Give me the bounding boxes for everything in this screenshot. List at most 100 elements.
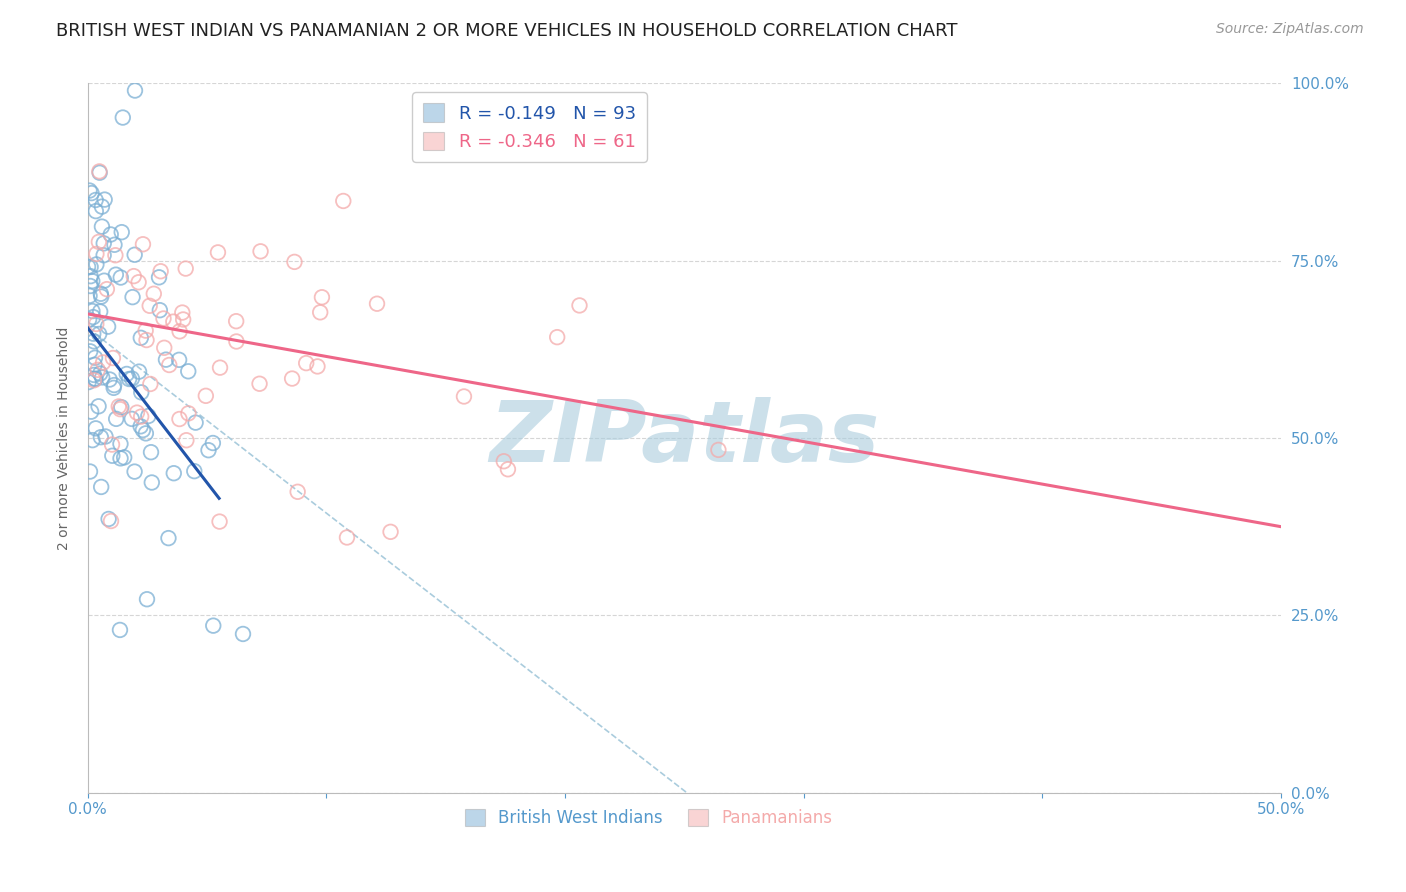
Point [124, 83, 146, 97]
Point [79, 184, 101, 198]
Point [103, 381, 125, 395]
Point [93, 193, 115, 207]
Point [87, 400, 110, 414]
Point [155, 352, 177, 367]
Point [153, 341, 176, 355]
Point [89, 326, 111, 341]
Point [84, 317, 107, 331]
Point [79, 465, 101, 479]
Point [115, 367, 138, 381]
Point [183, 464, 205, 478]
Legend: British West Indians, Panamanians: British West Indians, Panamanians [458, 803, 839, 834]
Point [101, 437, 124, 451]
Point [225, 334, 247, 349]
Point [93, 236, 115, 251]
Point [149, 303, 172, 318]
Point [90, 289, 112, 303]
Point [108, 402, 131, 417]
Point [169, 412, 191, 426]
Point [707, 442, 730, 457]
Point [97, 319, 120, 334]
Point [104, 248, 127, 262]
Point [129, 331, 152, 345]
Point [124, 465, 146, 479]
Point [135, 426, 157, 441]
Point [84, 193, 107, 207]
Point [169, 324, 191, 338]
Point [453, 389, 475, 403]
Point [77, 312, 100, 326]
Point [122, 269, 145, 284]
Point [336, 531, 359, 545]
Point [89, 367, 111, 381]
Point [309, 305, 332, 319]
Point [111, 111, 134, 125]
Point [167, 352, 190, 367]
Point [129, 419, 152, 434]
Point [93, 248, 115, 262]
Text: BRITISH WEST INDIAN VS PANAMANIAN 2 OR MORE VEHICLES IN HOUSEHOLD CORRELATION CH: BRITISH WEST INDIAN VS PANAMANIAN 2 OR M… [56, 22, 957, 40]
Point [98, 372, 121, 386]
Point [97, 512, 120, 526]
Point [152, 311, 174, 326]
Point [281, 371, 304, 385]
Point [111, 225, 134, 239]
Point [177, 406, 200, 420]
Point [80, 186, 103, 200]
Point [163, 467, 186, 481]
Point [110, 270, 132, 285]
Point [93, 274, 115, 288]
Point [84, 351, 107, 365]
Point [568, 298, 591, 312]
Point [86, 257, 108, 271]
Point [148, 270, 170, 285]
Point [172, 305, 194, 319]
Point [82, 433, 104, 447]
Point [225, 314, 247, 328]
Point [380, 524, 402, 539]
Point [89, 166, 111, 180]
Point [100, 514, 122, 528]
Point [101, 351, 124, 365]
Point [90, 430, 112, 444]
Point [125, 406, 148, 420]
Point [283, 255, 305, 269]
Point [86, 363, 108, 377]
Point [110, 400, 132, 414]
Point [84, 372, 107, 386]
Point [90, 480, 112, 494]
Point [546, 330, 568, 344]
Point [132, 423, 155, 437]
Point [91, 370, 114, 384]
Point [103, 378, 125, 392]
Point [112, 450, 135, 465]
Point [84, 421, 107, 435]
Point [100, 227, 122, 242]
Point [77, 375, 100, 389]
Point [84, 372, 107, 386]
Point [287, 484, 309, 499]
Point [87, 235, 110, 249]
Point [110, 437, 132, 451]
Point [84, 204, 107, 219]
Point [249, 244, 271, 259]
Point [141, 475, 163, 490]
Point [83, 368, 105, 382]
Point [139, 376, 162, 391]
Point [208, 515, 231, 529]
Point [177, 364, 200, 378]
Point [249, 376, 271, 391]
Point [89, 304, 111, 318]
Point [492, 454, 515, 468]
Point [142, 286, 165, 301]
Point [135, 324, 157, 338]
Point [103, 237, 125, 252]
Point [207, 245, 229, 260]
Point [138, 299, 160, 313]
Point [94, 429, 117, 443]
Point [208, 360, 231, 375]
Point [79, 289, 101, 303]
Point [172, 312, 194, 326]
Y-axis label: 2 or more Vehicles in Household: 2 or more Vehicles in Household [58, 326, 72, 549]
Point [128, 365, 150, 379]
